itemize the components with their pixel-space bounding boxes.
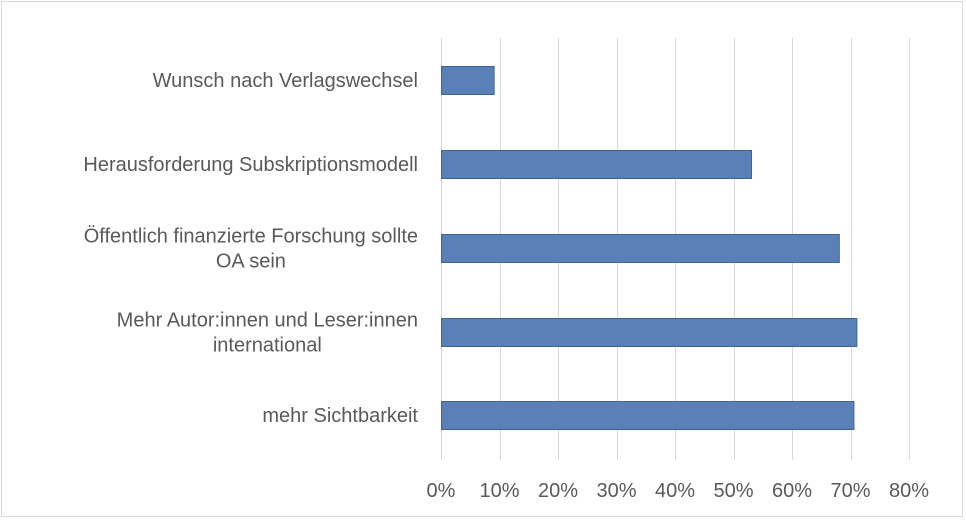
bars <box>441 66 858 430</box>
category-label: Mehr Autor:innen und Leser:innen internat… <box>117 310 418 357</box>
category-label: Wunsch nach Verlagswechsel <box>153 70 418 92</box>
x-tick-labels: 0% 10% 20% 30% 40% 50% 60% 70% 80% <box>427 480 930 502</box>
x-tick-label: 0% <box>427 480 456 502</box>
bar <box>441 150 753 179</box>
bar <box>441 318 858 347</box>
x-tick-label: 20% <box>538 480 578 502</box>
bar <box>441 66 495 95</box>
x-tick-label: 50% <box>713 480 753 502</box>
x-tick-label: 40% <box>655 480 695 502</box>
x-tick-label: 80% <box>889 480 929 502</box>
category-label: Öffentlich finanzierte Forschung sollte O… <box>84 226 418 273</box>
x-tick-label: 60% <box>772 480 812 502</box>
x-tick-label: 70% <box>830 480 870 502</box>
category-labels: Wunsch nach Verlagswechsel Herausforderun… <box>83 70 418 427</box>
x-tick-label: 30% <box>596 480 636 502</box>
x-tick-label: 10% <box>479 480 519 502</box>
category-label: Herausforderung Subskriptionsmodell <box>83 154 418 176</box>
bar <box>441 234 840 263</box>
bar <box>441 401 855 430</box>
category-label: mehr Sichtbarkeit <box>262 405 418 427</box>
